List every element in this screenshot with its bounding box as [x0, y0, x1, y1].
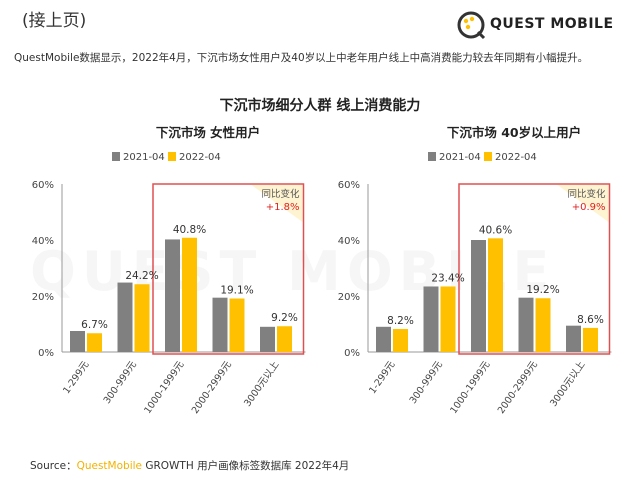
bar-2021-04: [518, 297, 534, 352]
legend-label-2022-04: 2022-04: [495, 152, 537, 163]
bar-2021-04: [471, 240, 486, 352]
legend-label-2021-04: 2021-04: [439, 152, 481, 163]
bar-2022-04: [134, 284, 150, 352]
y-tick-label: 0%: [38, 348, 54, 359]
legend-swatch-2021-04: [112, 152, 120, 161]
x-tick-label: 1-299元: [367, 359, 398, 396]
highlight-corner: [251, 185, 303, 222]
bar-2022-04: [393, 329, 408, 352]
highlight-box: [152, 183, 305, 355]
bar-2022-04: [583, 327, 598, 352]
x-tick-label: 300-999元: [408, 359, 446, 406]
data-label: 8.6%: [577, 314, 604, 326]
main-title: 下沉市场细分人群 线上消费能力: [219, 98, 421, 114]
bar-2021-04: [165, 239, 180, 352]
bar-2022-04: [229, 298, 245, 352]
chart-title-40plus: 下沉市场 40岁以上用户: [446, 125, 582, 140]
y-tick-label: 60%: [32, 180, 54, 191]
data-label: 9.2%: [271, 312, 298, 324]
bar-2021-04: [70, 331, 85, 352]
legend-label-2022-04: 2022-04: [179, 152, 221, 163]
bar-2021-04: [117, 282, 133, 352]
data-label: 19.1%: [220, 285, 253, 297]
bar-2021-04: [260, 326, 275, 352]
bar-2021-04: [566, 325, 581, 352]
bar-2022-04: [535, 298, 551, 352]
data-label: 19.2%: [526, 284, 559, 296]
data-label: 40.8%: [173, 224, 206, 236]
data-label: 24.2%: [125, 270, 158, 282]
bar-2022-04: [182, 237, 197, 352]
highlight-box: [458, 183, 611, 355]
y-tick-label: 40%: [338, 236, 360, 247]
y-tick-label: 20%: [32, 292, 54, 303]
page-title: (接上页): [22, 11, 87, 31]
legend-swatch-2021-04: [428, 152, 436, 161]
x-tick-label: 2000-2999元: [190, 359, 234, 416]
bar-2022-04: [87, 333, 102, 352]
x-tick-label: 1-299元: [61, 359, 92, 396]
change-label: 同比变化: [567, 188, 606, 200]
change-value: +0.9%: [572, 202, 606, 213]
x-tick-label: 1000-1999元: [142, 359, 186, 416]
x-tick-label: 3000元以上: [548, 359, 588, 409]
x-tick-label: 2000-2999元: [496, 359, 540, 416]
bar-2021-04: [212, 297, 228, 352]
legend-label-2021-04: 2021-04: [123, 152, 165, 163]
legend-swatch-2022-04: [484, 152, 492, 161]
data-label: 6.7%: [81, 319, 108, 331]
bar-2021-04: [376, 326, 391, 352]
source-brand: QuestMobile: [76, 460, 142, 472]
legend-swatch-2022-04: [168, 152, 176, 161]
bar-2022-04: [277, 326, 292, 352]
questmobile-logo-icon: [457, 11, 486, 40]
y-tick-label: 0%: [344, 348, 360, 359]
logo-text: QUEST MOBILE: [490, 16, 614, 32]
highlight-corner: [557, 185, 609, 222]
y-tick-label: 40%: [32, 236, 54, 247]
source-note: Source：QuestMobile GROWTH 用户画像标签数据库 2022…: [30, 458, 349, 473]
bar-2021-04: [423, 286, 439, 352]
bar-2022-04: [440, 286, 456, 352]
source-prefix: Source：: [30, 460, 77, 472]
brand-logo: QUEST MOBILE: [456, 10, 626, 40]
summary-text: QuestMobile数据显示，2022年4月，下沉市场女性用户及40岁以上中老…: [14, 52, 589, 64]
bar-2022-04: [488, 238, 503, 352]
y-tick-label: 20%: [338, 292, 360, 303]
data-label: 23.4%: [431, 272, 464, 284]
data-label: 40.6%: [479, 224, 512, 236]
x-tick-label: 3000元以上: [242, 359, 282, 409]
source-rest: GROWTH 用户画像标签数据库 2022年4月: [142, 460, 350, 472]
change-value: +1.8%: [266, 202, 300, 213]
y-tick-label: 60%: [338, 180, 360, 191]
change-label: 同比变化: [261, 188, 300, 200]
chart-title-female: 下沉市场 女性用户: [155, 125, 261, 140]
x-tick-label: 1000-1999元: [448, 359, 492, 416]
x-tick-label: 300-999元: [102, 359, 140, 406]
data-label: 8.2%: [387, 315, 414, 327]
